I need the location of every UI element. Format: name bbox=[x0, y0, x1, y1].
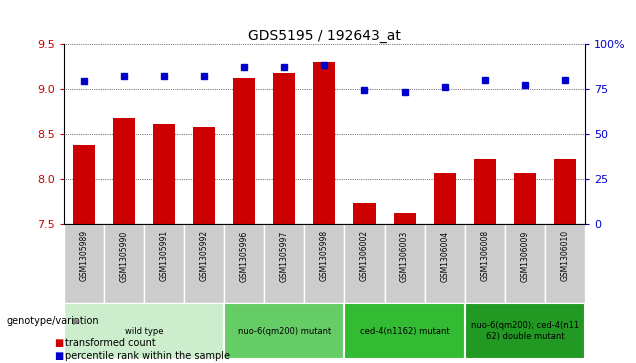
Bar bbox=[233, 78, 255, 224]
Bar bbox=[153, 124, 175, 224]
Text: GSM1306008: GSM1306008 bbox=[480, 231, 489, 281]
Text: GSM1305989: GSM1305989 bbox=[79, 231, 88, 281]
Bar bbox=[224, 303, 345, 359]
Bar bbox=[425, 224, 465, 303]
Bar bbox=[73, 144, 95, 224]
Text: GSM1305997: GSM1305997 bbox=[280, 231, 289, 282]
Text: GSM1305996: GSM1305996 bbox=[240, 231, 249, 282]
Bar bbox=[273, 73, 295, 224]
Text: GSM1306009: GSM1306009 bbox=[520, 231, 529, 282]
Text: GSM1306010: GSM1306010 bbox=[560, 231, 570, 281]
Bar bbox=[224, 224, 264, 303]
Bar bbox=[434, 174, 456, 224]
Text: GSM1305991: GSM1305991 bbox=[160, 231, 169, 281]
Text: ▶: ▶ bbox=[73, 316, 81, 326]
Text: nuo-6(qm200); ced-4(n11
62) double mutant: nuo-6(qm200); ced-4(n11 62) double mutan… bbox=[471, 322, 579, 341]
Bar bbox=[474, 159, 496, 224]
Text: GSM1306003: GSM1306003 bbox=[400, 231, 409, 282]
Text: GSM1305992: GSM1305992 bbox=[200, 231, 209, 281]
Text: ■: ■ bbox=[54, 351, 64, 362]
Text: transformed count: transformed count bbox=[65, 338, 156, 348]
Title: GDS5195 / 192643_at: GDS5195 / 192643_at bbox=[248, 29, 401, 42]
Text: GSM1305990: GSM1305990 bbox=[120, 231, 128, 282]
Bar bbox=[385, 224, 425, 303]
Bar bbox=[314, 62, 335, 224]
Bar bbox=[554, 159, 576, 224]
Bar bbox=[64, 224, 104, 303]
Text: ■: ■ bbox=[54, 338, 64, 348]
Text: ced-4(n1162) mutant: ced-4(n1162) mutant bbox=[360, 327, 450, 336]
Text: GSM1306002: GSM1306002 bbox=[360, 231, 369, 281]
Bar bbox=[104, 224, 144, 303]
Bar bbox=[304, 224, 345, 303]
Bar bbox=[144, 224, 184, 303]
Bar bbox=[545, 224, 585, 303]
Bar bbox=[113, 118, 135, 224]
Bar bbox=[465, 224, 505, 303]
Text: GSM1305998: GSM1305998 bbox=[320, 231, 329, 281]
Text: nuo-6(qm200) mutant: nuo-6(qm200) mutant bbox=[238, 327, 331, 336]
Bar bbox=[193, 127, 215, 224]
Bar bbox=[345, 224, 385, 303]
Text: genotype/variation: genotype/variation bbox=[6, 316, 99, 326]
Bar bbox=[345, 303, 465, 359]
Bar bbox=[514, 172, 536, 224]
Bar bbox=[394, 213, 416, 224]
Text: wild type: wild type bbox=[125, 327, 163, 336]
Text: percentile rank within the sample: percentile rank within the sample bbox=[65, 351, 230, 362]
Bar bbox=[354, 203, 375, 224]
Text: GSM1306004: GSM1306004 bbox=[440, 231, 449, 282]
Bar bbox=[465, 303, 585, 359]
Bar bbox=[64, 303, 224, 359]
Bar bbox=[184, 224, 224, 303]
Bar bbox=[505, 224, 545, 303]
Bar bbox=[264, 224, 304, 303]
